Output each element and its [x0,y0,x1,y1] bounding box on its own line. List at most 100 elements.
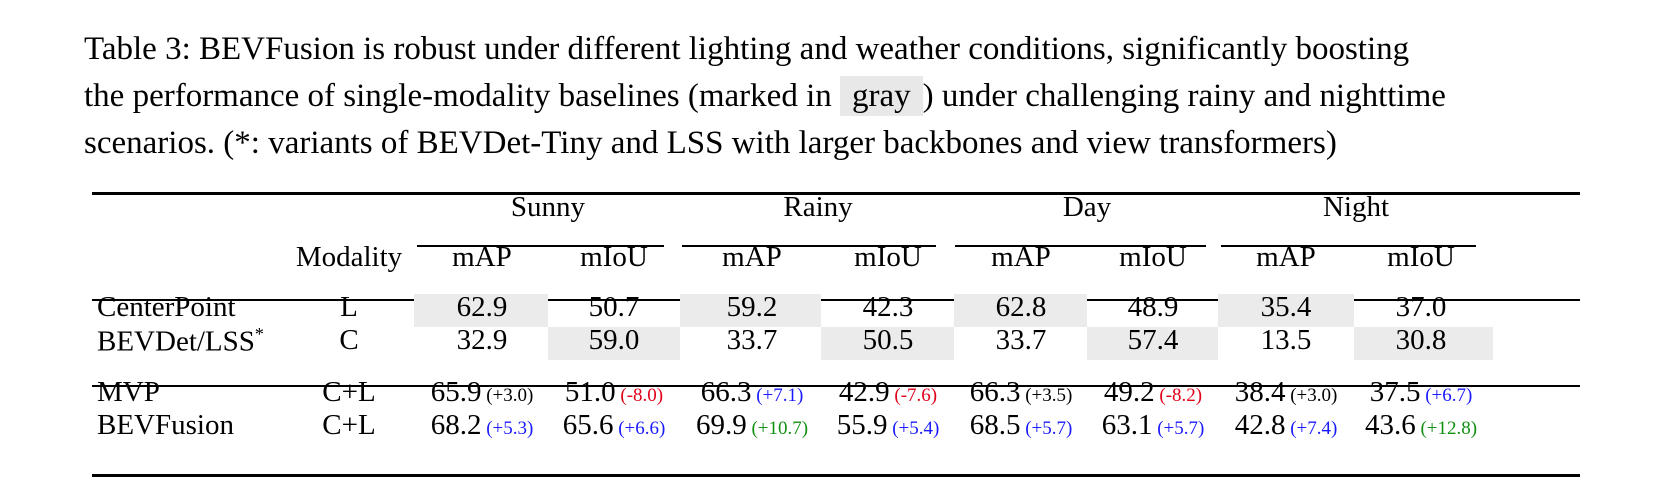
score-value: 68.5 [969,409,1021,441]
caption-line-2: the performance of single-modality basel… [84,73,1604,120]
score-delta: (-8.2) [1154,385,1203,406]
caption-line-2-start: the performance of single-modality basel… [84,78,840,114]
score-delta: (+3.0) [1285,385,1338,406]
table-cell-value: 51.0 (-8.0) [565,376,663,409]
caption-line-2-end: ) under challenging rainy and nighttime [922,78,1446,114]
score-value: 66.3 [969,376,1021,408]
score-value: 38.4 [1234,376,1286,408]
table-cell-value: 37.0 [1395,291,1447,323]
table-cell-value: 68.2 (+5.3) [431,409,534,442]
score-value: 68.2 [430,409,482,441]
score-value: 63.1 [1101,409,1153,441]
table-cell-value: 59.0 [588,324,640,356]
score-value: 66.3 [700,376,752,408]
method-name: CenterPoint [97,291,236,323]
metric-header: mAP [991,241,1051,273]
table-cell-value: 13.5 [1260,324,1312,356]
group-header-night: Night [1322,191,1390,223]
metric-header: mIoU [1119,241,1187,273]
score-value: 43.6 [1364,409,1416,441]
score-delta: (+7.1) [751,385,804,406]
group-header-rainy: Rainy [783,191,853,223]
gray-cell-bg [1087,327,1218,360]
group-header-day: Day [1062,191,1112,223]
method-name: BEVFusion [97,409,234,441]
score-delta: (-8.0) [615,385,664,406]
caption-line-1: Table 3: BEVFusion is robust under diffe… [84,31,1410,67]
gray-cell-bg [1354,327,1493,360]
gray-cell-bg [1218,294,1354,327]
group-underline [682,245,936,247]
score-delta: (+5.4) [887,418,940,439]
metric-header: mAP [722,241,782,273]
score-delta: (+6.6) [613,418,666,439]
score-value: 49.2 [1103,376,1155,408]
score-delta: (+6.7) [1420,385,1473,406]
gray-cell-bg [414,294,548,327]
table-cell-value: 43.6 (+12.8) [1365,409,1477,442]
table-section-rule [92,385,1580,387]
gray-marker-word: gray [840,76,923,116]
table-cell-value: 42.9 (-7.6) [839,376,937,409]
gray-cell-bg [680,294,821,327]
table-cell-value: 65.6 (+6.6) [563,409,666,442]
gray-cell-bg [821,327,954,360]
method-name: BEVDet/LSS* [97,324,264,358]
table-cell-value: 59.2 [726,291,778,323]
modality-value: C [339,324,359,356]
table-top-rule [92,192,1580,195]
score-value: 42.8 [1234,409,1286,441]
table-cell-value: 62.8 [995,291,1047,323]
score-delta: (-7.6) [889,385,938,406]
table-cell-value: 66.3 (+3.5) [970,376,1073,409]
score-delta: (+3.5) [1020,385,1073,406]
metric-header: mAP [1256,241,1316,273]
table-cell-value: 32.9 [456,324,508,356]
table-cell-value: 48.9 [1127,291,1179,323]
metric-header: mIoU [854,241,922,273]
modality-header: Modality [295,241,403,273]
table-cell-value: 68.5 (+5.7) [970,409,1073,442]
score-delta: (+10.7) [746,418,809,439]
group-underline [1221,245,1476,247]
table-cell-value: 30.8 [1395,324,1447,356]
table-cell-value: 66.3 (+7.1) [701,376,804,409]
group-underline [955,245,1206,247]
table-caption: Table 3: BEVFusion is robust under diffe… [84,26,1604,167]
table-cell-value: 62.9 [456,291,508,323]
gray-cell-bg [954,294,1087,327]
score-value: 55.9 [836,409,888,441]
score-value: 65.9 [430,376,482,408]
table-cell-value: 33.7 [726,324,778,356]
score-delta: (+3.0) [481,385,534,406]
group-underline [417,245,664,247]
metric-header: mIoU [580,241,648,273]
score-delta: (+5.3) [481,418,534,439]
caption-line-3: scenarios. (*: variants of BEVDet-Tiny a… [84,125,1337,161]
table-cell-value: 42.8 (+7.4) [1235,409,1338,442]
table-cell-value: 35.4 [1260,291,1312,323]
table-cell-value: 55.9 (+5.4) [837,409,940,442]
table-cell-value: 50.5 [862,324,914,356]
score-value: 37.5 [1369,376,1421,408]
table-cell-value: 38.4 (+3.0) [1235,376,1338,409]
method-name: MVP [97,376,160,408]
table-cell-value: 69.9 (+10.7) [696,409,808,442]
table-cell-value: 33.7 [995,324,1047,356]
table-header-rule [92,299,1580,301]
modality-value: C+L [322,376,376,408]
score-value: 69.9 [695,409,747,441]
table-cell-value: 50.7 [588,291,640,323]
asterisk-marker: * [254,324,264,344]
modality-value: L [340,291,358,323]
modality-value: C+L [322,409,376,441]
table-cell-value: 57.4 [1127,324,1179,356]
table-cell-value: 37.5 (+6.7) [1370,376,1473,409]
score-value: 51.0 [564,376,616,408]
gray-cell-bg [548,327,680,360]
score-value: 42.9 [838,376,890,408]
score-delta: (+5.7) [1152,418,1205,439]
group-header-sunny: Sunny [510,191,586,223]
table-cell-value: 65.9 (+3.0) [431,376,534,409]
score-delta: (+12.8) [1415,418,1478,439]
